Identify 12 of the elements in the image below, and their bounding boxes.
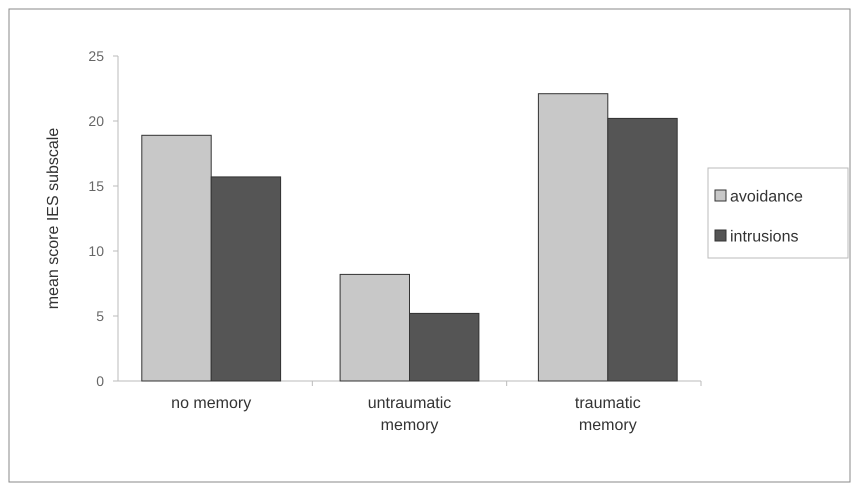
y-tick-label: 10	[88, 242, 104, 259]
legend-label: avoidance	[730, 188, 804, 206]
y-axis-title: mean score IES subscale	[45, 128, 62, 310]
y-tick-label: 0	[96, 372, 104, 389]
x-tick-label: untraumatic memory	[368, 395, 452, 434]
y-tick-label: 25	[88, 48, 104, 64]
y-tick-label: 15	[88, 178, 104, 194]
x-tick-label: traumatic memory	[574, 395, 641, 434]
legend-label: intrusions	[730, 228, 798, 246]
y-tick-label: 5	[96, 308, 104, 324]
y-tick-label: 20	[88, 112, 104, 129]
x-tick-label: no memory	[171, 395, 252, 412]
